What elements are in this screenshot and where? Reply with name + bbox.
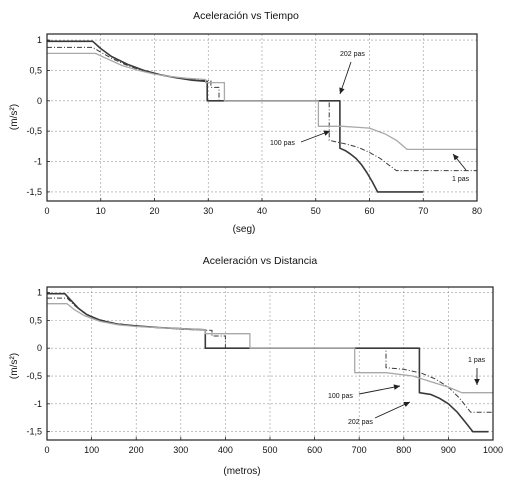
annotation-arrow-head bbox=[453, 154, 459, 161]
annotation-label: 202 pas bbox=[340, 51, 365, 58]
annotation-label: 100 pas bbox=[328, 393, 353, 400]
x-tick-label: 500 bbox=[262, 445, 277, 455]
x-tick-label: 20 bbox=[149, 206, 159, 216]
chart-title: Aceleración vs Tiempo bbox=[193, 10, 299, 22]
x-tick-label: 200 bbox=[129, 445, 144, 455]
series-line-solid-light bbox=[47, 303, 493, 394]
x-tick-label: 400 bbox=[218, 445, 233, 455]
series-line-dash-dot bbox=[47, 297, 493, 413]
x-tick-label: 10 bbox=[96, 206, 106, 216]
y-tick-label: -1,5 bbox=[26, 187, 42, 197]
y-tick-label: -1 bbox=[34, 157, 42, 167]
y-tick-label: 0 bbox=[37, 343, 42, 353]
x-tick-label: 900 bbox=[441, 445, 456, 455]
annotation-arrow-head bbox=[474, 379, 480, 385]
series-line-solid-light bbox=[47, 52, 477, 151]
annotation-arrow-head bbox=[339, 87, 345, 94]
x-tick-label: 600 bbox=[307, 445, 322, 455]
y-tick-label: 0 bbox=[37, 96, 42, 106]
chart-title: Aceleración vs Distancia bbox=[203, 255, 318, 267]
annotation-label: 1 pas bbox=[452, 176, 470, 183]
x-tick-label: 30 bbox=[203, 206, 213, 216]
annotation-arrow-line bbox=[358, 385, 401, 395]
x-tick-label: 80 bbox=[472, 206, 482, 216]
y-axis-label: (m/s²) bbox=[9, 353, 20, 379]
y-tick-label: 1 bbox=[37, 288, 42, 298]
x-tick-label: 0 bbox=[44, 206, 49, 216]
y-tick-label: -1,5 bbox=[26, 427, 42, 437]
annotation-arrow-head bbox=[323, 130, 330, 136]
x-tick-label: 0 bbox=[44, 445, 49, 455]
y-tick-label: -0,5 bbox=[26, 126, 42, 136]
x-axis-label: (seg) bbox=[233, 224, 256, 235]
series-line-solid-dark bbox=[47, 40, 424, 193]
y-tick-label: -0,5 bbox=[26, 371, 42, 381]
series-line-dash-dot bbox=[47, 46, 477, 172]
x-tick-label: 40 bbox=[257, 206, 267, 216]
annotation-label: 202 pas bbox=[348, 419, 373, 426]
x-tick-label: 50 bbox=[311, 206, 321, 216]
annotation-label: 1 pas bbox=[468, 357, 486, 364]
annotation-arrow-line bbox=[374, 401, 411, 419]
x-tick-label: 1000 bbox=[483, 445, 503, 455]
x-tick-label: 70 bbox=[418, 206, 428, 216]
chart-acceleration-vs-distance: Aceleración vs Distancia 0 100 200 300 400 500… bbox=[9, 255, 503, 477]
plot-area bbox=[47, 34, 477, 201]
annotation-arrow-head bbox=[403, 401, 410, 408]
y-tick-label: 0,5 bbox=[29, 315, 42, 325]
y-tick-label: -1 bbox=[34, 399, 42, 409]
y-axis-label: (m/s²) bbox=[9, 104, 20, 130]
x-tick-label: 60 bbox=[364, 206, 374, 216]
x-tick-label: 100 bbox=[84, 445, 99, 455]
annotation-label: 100 pas bbox=[270, 140, 295, 147]
y-tick-label: 0,5 bbox=[29, 65, 42, 75]
y-tick-label: 1 bbox=[37, 35, 42, 45]
x-tick-label: 300 bbox=[173, 445, 188, 455]
x-axis-label: (metros) bbox=[223, 466, 260, 477]
x-tick-label: 700 bbox=[352, 445, 367, 455]
x-tick-label: 800 bbox=[396, 445, 411, 455]
annotation-arrow-head bbox=[393, 384, 400, 390]
